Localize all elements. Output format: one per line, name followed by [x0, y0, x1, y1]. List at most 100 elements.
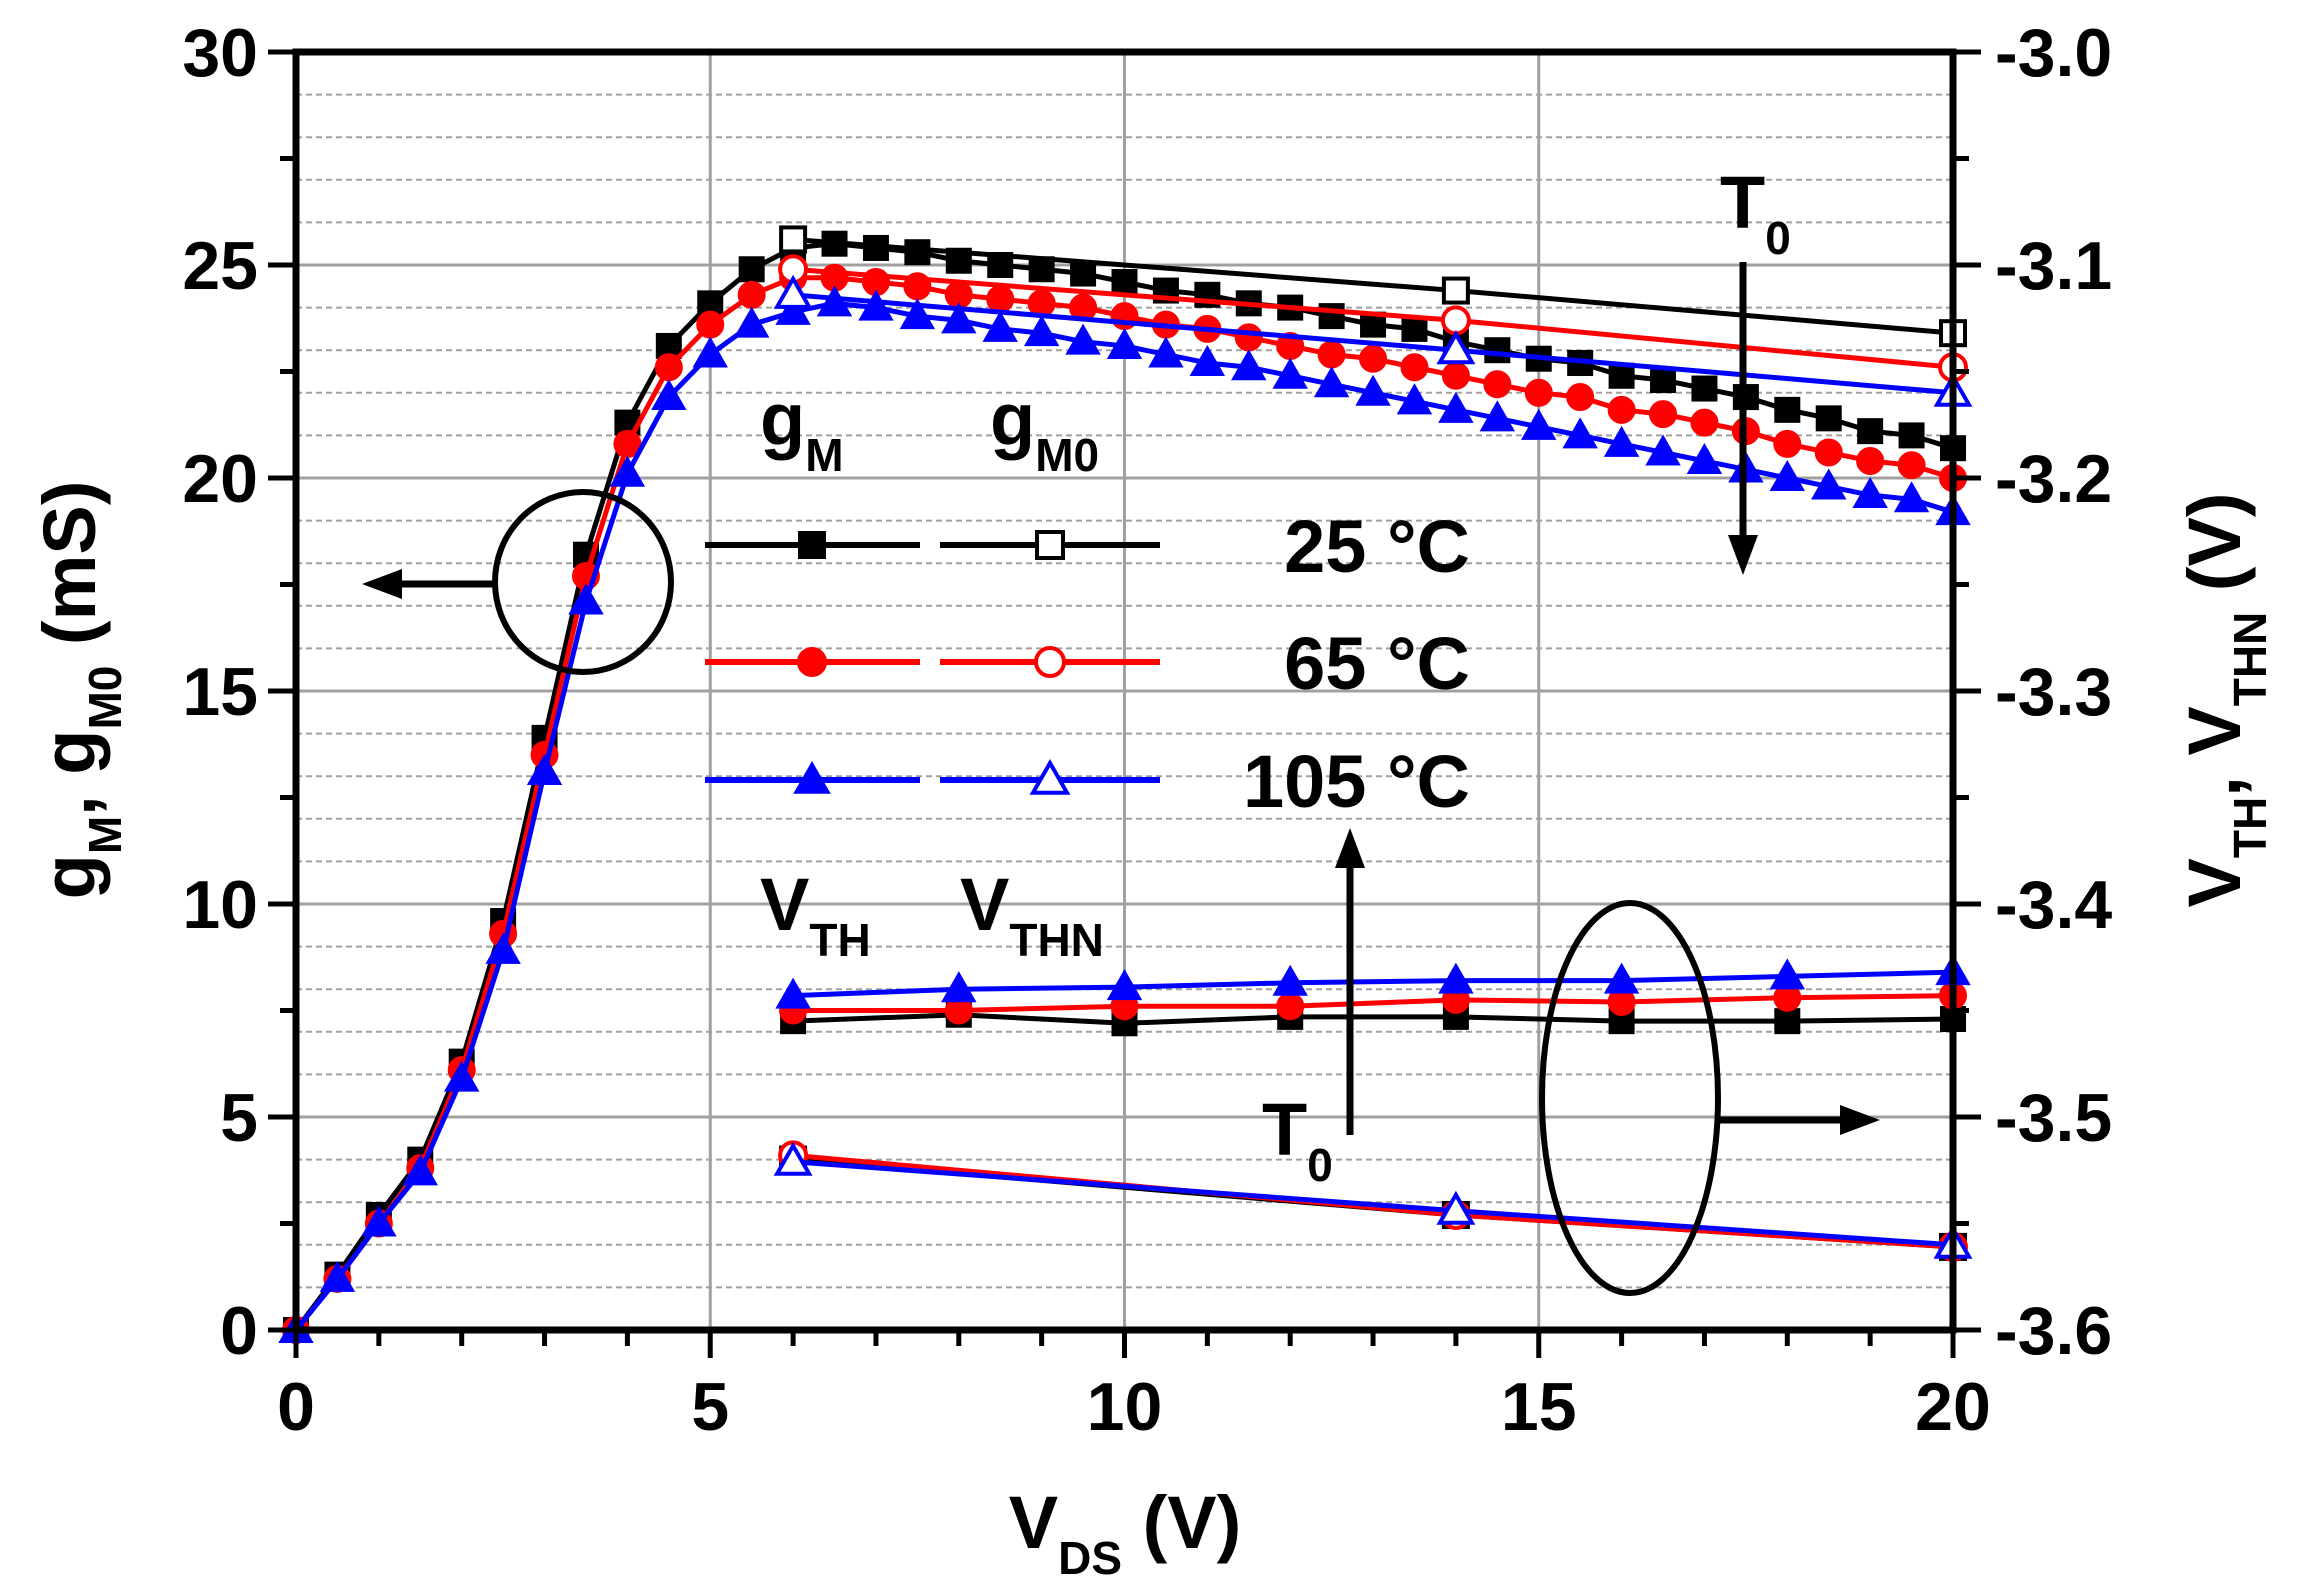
- series-point: [1438, 391, 1474, 423]
- series-point: [1189, 344, 1226, 376]
- series-point: [982, 310, 1018, 342]
- series-point: [1065, 323, 1101, 355]
- series-point: [738, 256, 765, 283]
- series-line: [793, 993, 1954, 1013]
- series-point: [361, 1205, 397, 1237]
- series-point: [1645, 434, 1681, 466]
- arrow-head: [1728, 535, 1758, 575]
- label-subscript: THN: [1009, 914, 1104, 966]
- x-tick-label: 0: [277, 1369, 315, 1445]
- series-line: [793, 969, 1954, 999]
- axis-labels: VDS​ (V)gM​, gM0​ (mS)VTH​, VTHN​ (V): [28, 481, 2276, 1584]
- series-point: [609, 455, 646, 487]
- series-point: [793, 760, 831, 794]
- series-point: [1774, 1008, 1801, 1035]
- left-axis-arrow: [362, 569, 493, 599]
- series-point: [1769, 958, 1806, 990]
- series-point: [651, 379, 687, 411]
- series-point: [1857, 418, 1884, 445]
- series-point: [797, 647, 827, 677]
- series-point: [485, 932, 521, 964]
- legend-label: 65 °C: [1284, 622, 1470, 705]
- series-point: [1359, 344, 1388, 373]
- series-point: [1650, 367, 1677, 394]
- y-left-tick-label: 5: [220, 1080, 258, 1156]
- series-point: [1034, 646, 1066, 678]
- label-subscript: TH: [809, 914, 870, 966]
- series-point: [319, 1260, 356, 1292]
- x-tick-label: 20: [1915, 1369, 1991, 1445]
- label-subscript: M0: [79, 666, 131, 730]
- series-point: [1029, 758, 1071, 795]
- legend-entry: 25 °C: [705, 505, 1470, 588]
- label-text: V: [1009, 1481, 1058, 1564]
- series-point: [1562, 417, 1598, 449]
- series-point: [1690, 408, 1719, 437]
- y-right-tick-label: -3.6: [1995, 1293, 2112, 1369]
- series-point: [1400, 353, 1429, 382]
- series-point: [692, 336, 728, 368]
- y-left-axis-label: gM​, gM0​ (mS): [28, 481, 131, 900]
- series-point: [1440, 305, 1471, 336]
- series-point: [1769, 459, 1806, 491]
- series-point: [1484, 337, 1511, 364]
- label-subscript: DS: [1058, 1532, 1122, 1584]
- series-point: [654, 353, 683, 382]
- series-point: [1272, 964, 1308, 996]
- series-point: [1111, 269, 1138, 296]
- y-right-tick-label: -3.2: [1995, 441, 2112, 517]
- series-gm0-25-c: [779, 225, 1967, 348]
- series-point: [1691, 375, 1718, 402]
- arrow-head: [1335, 828, 1365, 868]
- series-point: [1483, 370, 1512, 399]
- series-layer: [278, 225, 1973, 1344]
- x-tick-label: 5: [691, 1369, 729, 1445]
- label-text: g: [990, 378, 1035, 461]
- series-point: [1814, 438, 1843, 467]
- label-text: T: [1262, 1088, 1307, 1171]
- label-text: T: [1720, 161, 1765, 244]
- y-left-tick-label: 10: [182, 867, 258, 943]
- series-gm-65-c: [282, 263, 1967, 1344]
- x-tick-label: 15: [1501, 1369, 1577, 1445]
- series-point: [941, 971, 977, 1003]
- series-point: [1686, 442, 1723, 474]
- series-point: [1436, 330, 1476, 365]
- series-point: [775, 293, 811, 325]
- label-text: V: [960, 863, 1009, 946]
- y-right-axis-label: VTH​, VTHN​ (V): [2173, 493, 2276, 908]
- series-point: [1070, 260, 1097, 287]
- series-point: [1276, 992, 1305, 1021]
- series-point: [1524, 378, 1553, 407]
- series-point: [1355, 374, 1391, 406]
- series-point: [1023, 315, 1060, 347]
- series-point: [402, 1154, 438, 1186]
- series-point: [1608, 362, 1635, 389]
- series-point: [858, 289, 894, 321]
- series-point: [1106, 327, 1143, 359]
- series-point: [1566, 383, 1595, 412]
- legend-entry: 65 °C: [705, 622, 1470, 705]
- series-point: [1396, 383, 1433, 415]
- series-point: [1774, 396, 1801, 423]
- left-axis-ellipse: [492, 489, 674, 675]
- series-point: [1436, 1190, 1476, 1225]
- series-point: [1317, 340, 1346, 369]
- series-point: [1852, 477, 1888, 509]
- legend-heading-vthn: VTHN​: [960, 863, 1104, 966]
- label-subscript: TH: [2224, 797, 2276, 858]
- legend-heading-vth: VTH​: [760, 863, 871, 966]
- series-point: [696, 310, 725, 339]
- label-subscript: M: [805, 429, 843, 481]
- series-point: [1815, 405, 1842, 432]
- series-point: [1106, 969, 1143, 1001]
- series-point: [1231, 349, 1267, 381]
- series-point: [1148, 336, 1184, 368]
- series-point: [1811, 468, 1847, 500]
- series-point: [1649, 400, 1678, 429]
- label-text: , V: [2173, 706, 2256, 796]
- series-point: [899, 298, 936, 330]
- series-point: [443, 1060, 480, 1092]
- series-point: [568, 583, 604, 615]
